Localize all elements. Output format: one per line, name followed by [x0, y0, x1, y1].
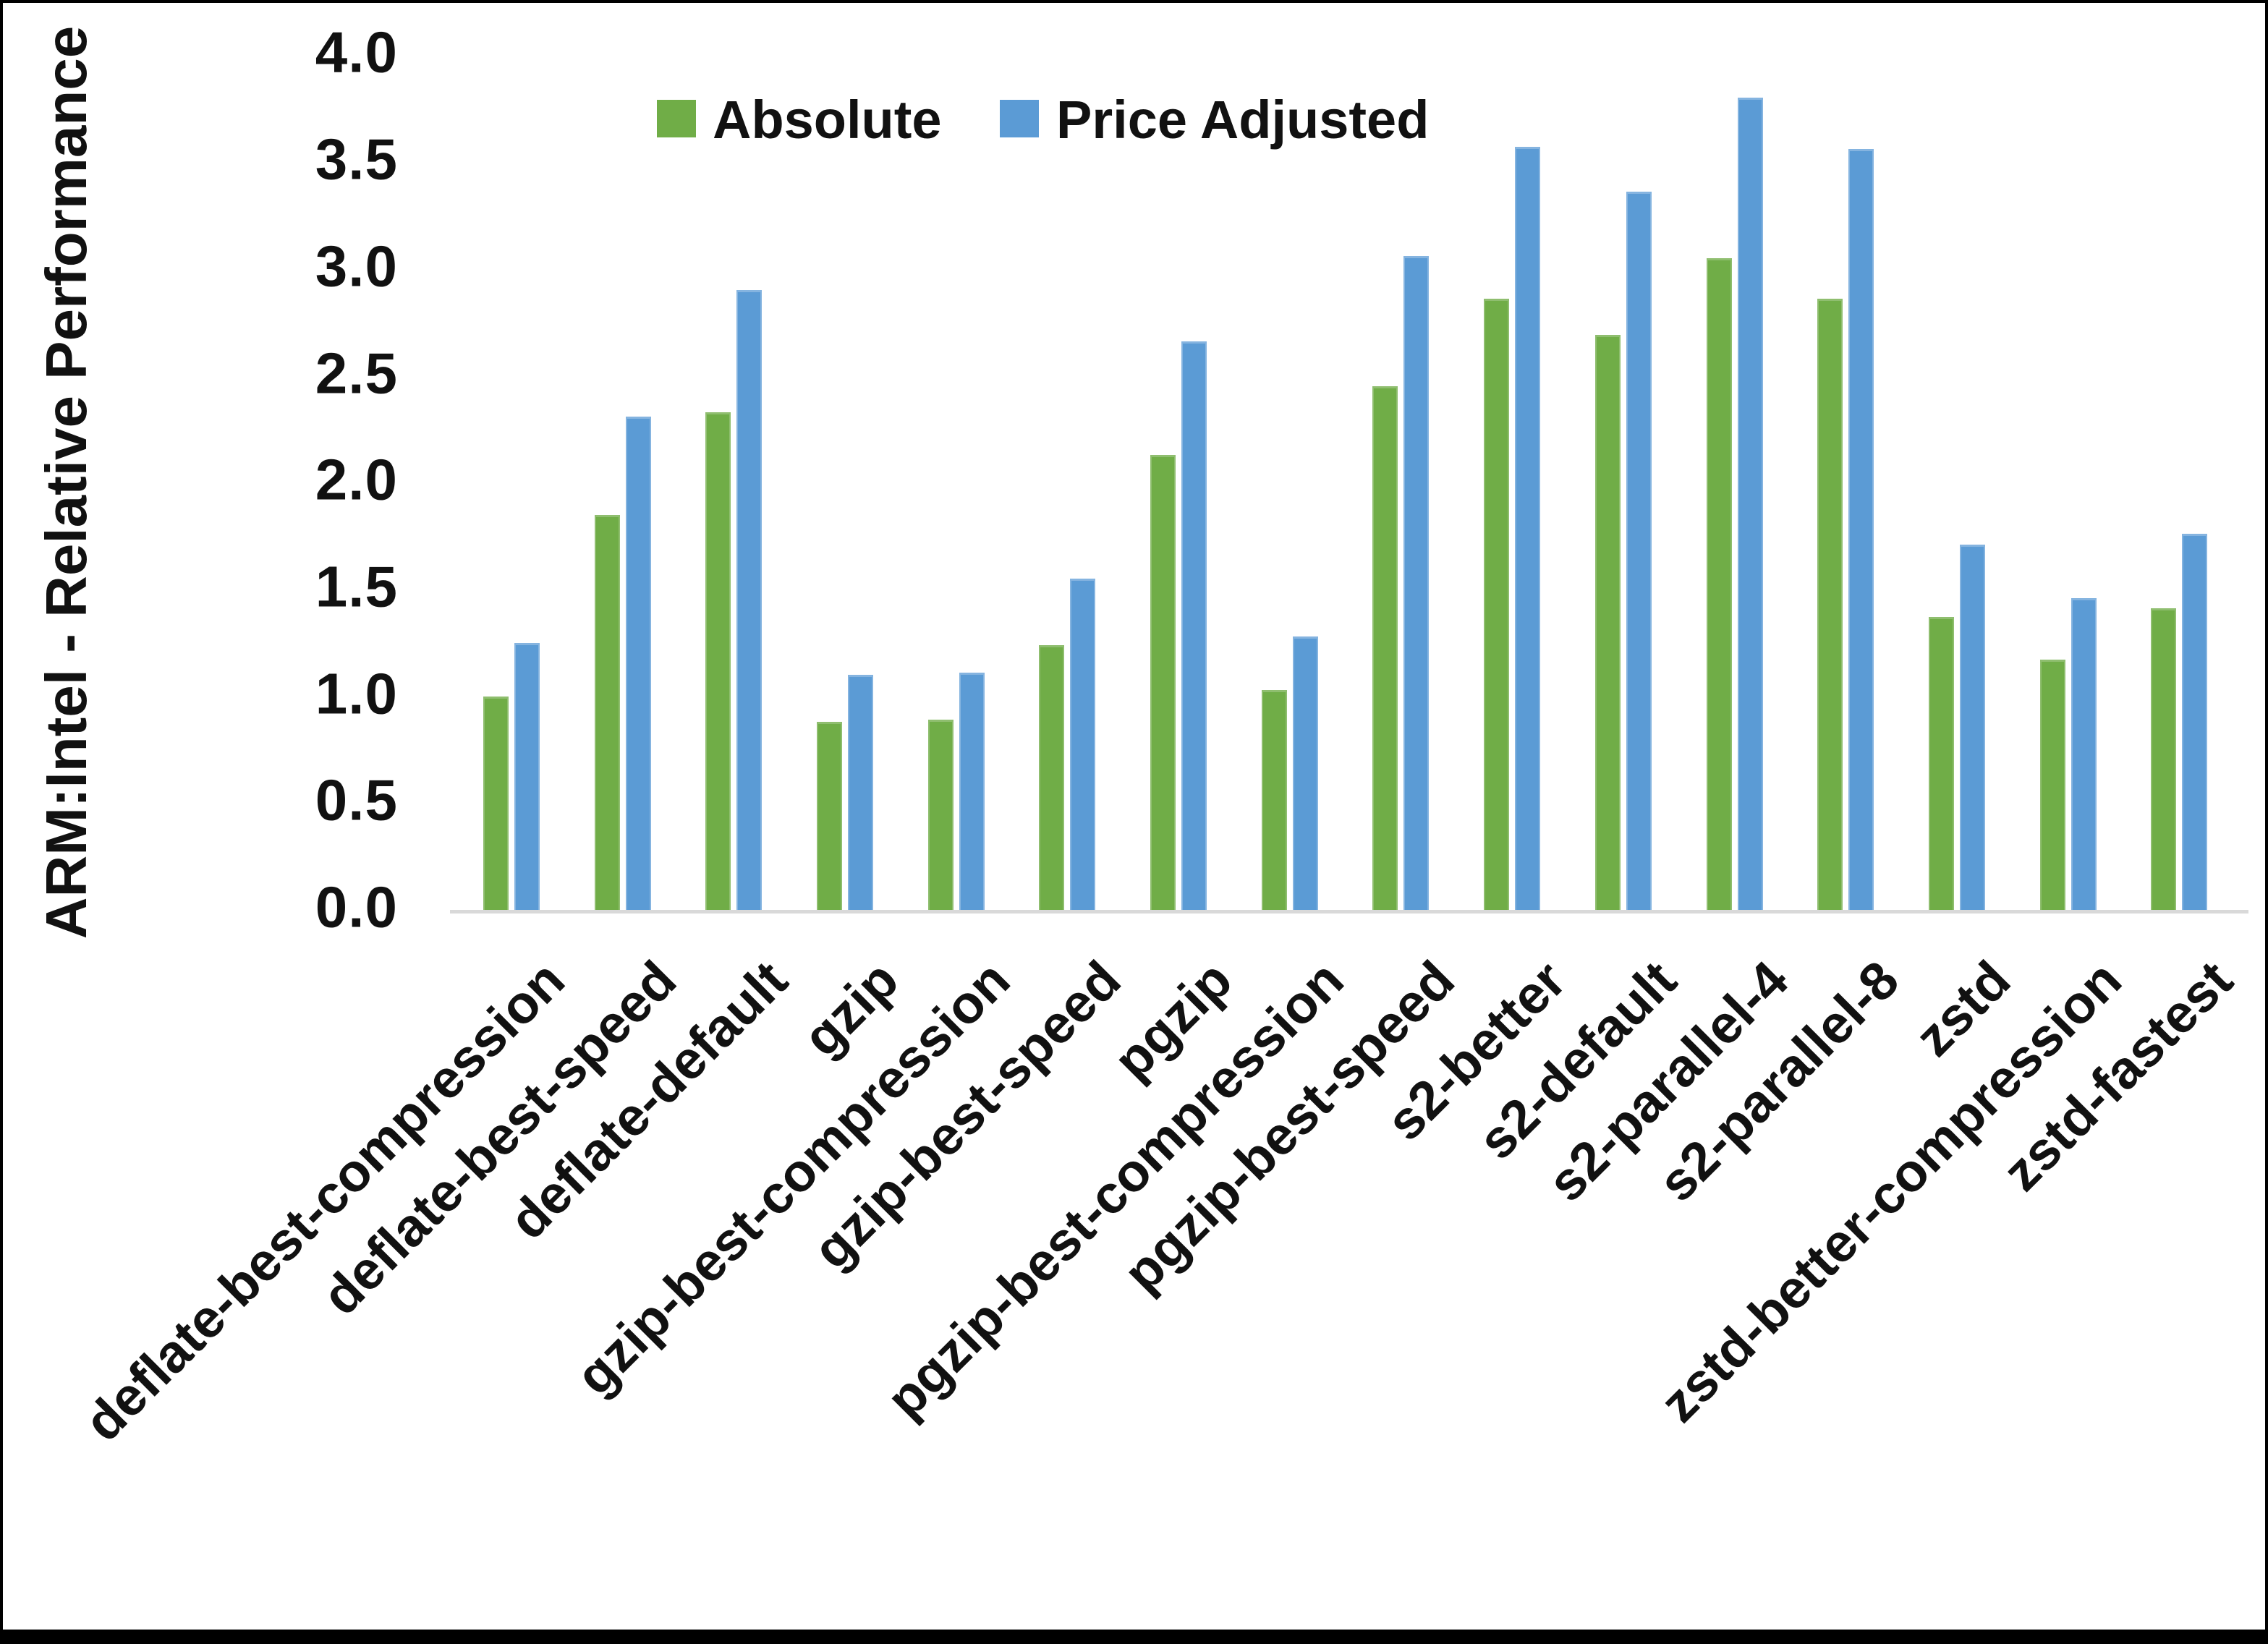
bar-absolute-gzip-best-speed: [1039, 644, 1065, 910]
legend-swatch-absolute: [657, 100, 696, 137]
x-axis-line: [450, 910, 2248, 913]
y-axis-title: ARM:Intel - Relative Performance: [34, 25, 98, 940]
bar-absolute-gzip: [816, 722, 842, 910]
bar-price-adjusted-gzip-best-speed: [1070, 579, 1096, 910]
bar-price-adjusted-s2-better: [1515, 147, 1541, 910]
legend-swatch-price-adjusted: [1000, 100, 1039, 137]
bar-price-adjusted-zstd-fastest: [2182, 534, 2208, 910]
bar-price-adjusted-zstd: [1959, 544, 1985, 910]
category-label-deflate-best-compression: deflate-best-compression: [72, 949, 577, 1453]
bar-absolute-s2-better: [1484, 299, 1510, 910]
bar-price-adjusted-s2-default: [1626, 192, 1652, 910]
bar-price-adjusted-s2-parallel-8: [1848, 149, 1874, 910]
bar-absolute-s2-default: [1594, 335, 1621, 910]
bar-absolute-zstd-fastest: [2151, 608, 2177, 910]
y-tick-label-4.0: 4.0: [315, 20, 398, 85]
legend-label-price-adjusted: Price Adjusted: [1056, 90, 1430, 150]
bar-price-adjusted-gzip-best-compression: [959, 673, 985, 910]
y-tick-label-0.0: 0.0: [315, 874, 398, 940]
bar-price-adjusted-pgzip-best-speed: [1403, 256, 1430, 910]
bar-absolute-deflate-best-speed: [594, 514, 620, 910]
bar-price-adjusted-deflate-best-compression: [514, 642, 540, 910]
bar-absolute-pgzip: [1150, 454, 1176, 910]
bar-absolute-pgzip-best-compression: [1261, 689, 1287, 910]
y-tick-label-3.0: 3.0: [315, 234, 398, 299]
bar-price-adjusted-pgzip: [1181, 341, 1207, 910]
bar-price-adjusted-pgzip-best-compression: [1292, 636, 1318, 910]
bar-price-adjusted-gzip: [847, 675, 873, 910]
bar-absolute-pgzip-best-speed: [1372, 386, 1398, 910]
y-tick-label-1.0: 1.0: [315, 660, 398, 725]
y-tick-label-2.0: 2.0: [315, 447, 398, 512]
bar-absolute-s2-parallel-8: [1817, 299, 1843, 910]
y-tick-label-0.5: 0.5: [315, 767, 398, 832]
y-tick-label-1.5: 1.5: [315, 554, 398, 619]
bar-price-adjusted-deflate-default: [736, 290, 763, 910]
y-tick-label-3.5: 3.5: [315, 127, 398, 192]
bar-absolute-deflate-best-compression: [483, 696, 509, 910]
bar-absolute-zstd: [1928, 617, 1954, 910]
bar-price-adjusted-zstd-better-compression: [2070, 597, 2097, 910]
bar-absolute-deflate-default: [705, 412, 731, 910]
bar-price-adjusted-deflate-best-speed: [625, 416, 651, 910]
bar-price-adjusted-s2-parallel-4: [1737, 98, 1763, 910]
bar-absolute-gzip-best-compression: [927, 720, 954, 910]
y-tick-label-2.5: 2.5: [315, 340, 398, 405]
bar-absolute-zstd-better-compression: [2039, 660, 2065, 910]
bar-absolute-s2-parallel-4: [1706, 258, 1732, 910]
legend-label-absolute: Absolute: [713, 90, 942, 150]
